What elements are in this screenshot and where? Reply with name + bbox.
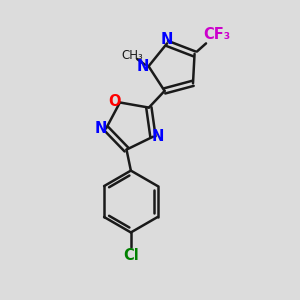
Text: N: N bbox=[152, 129, 164, 144]
Text: N: N bbox=[137, 59, 149, 74]
Text: Cl: Cl bbox=[123, 248, 139, 263]
Text: CF₃: CF₃ bbox=[203, 27, 230, 42]
Text: CH₃: CH₃ bbox=[122, 50, 143, 62]
Text: N: N bbox=[94, 121, 107, 136]
Text: N: N bbox=[161, 32, 173, 47]
Text: O: O bbox=[108, 94, 121, 109]
